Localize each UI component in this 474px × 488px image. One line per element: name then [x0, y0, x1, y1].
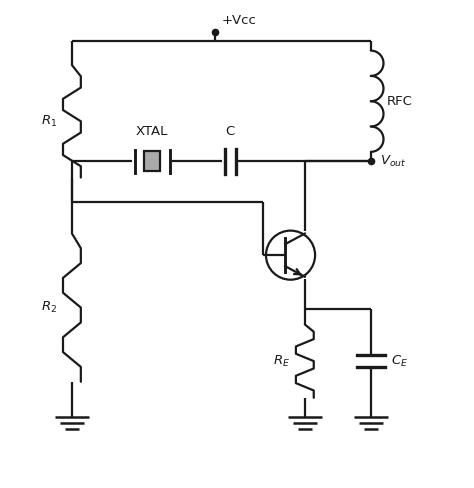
- Text: C: C: [226, 125, 235, 138]
- Text: $V_{out}$: $V_{out}$: [380, 154, 406, 169]
- Text: +Vcc: +Vcc: [221, 15, 256, 27]
- Text: $R_E$: $R_E$: [273, 354, 290, 368]
- Text: $C_E$: $C_E$: [391, 354, 408, 368]
- Text: $R_1$: $R_1$: [41, 114, 57, 129]
- Text: $R_2$: $R_2$: [41, 300, 57, 315]
- Bar: [144, 151, 160, 171]
- Text: RFC: RFC: [386, 95, 412, 108]
- Text: XTAL: XTAL: [136, 125, 168, 138]
